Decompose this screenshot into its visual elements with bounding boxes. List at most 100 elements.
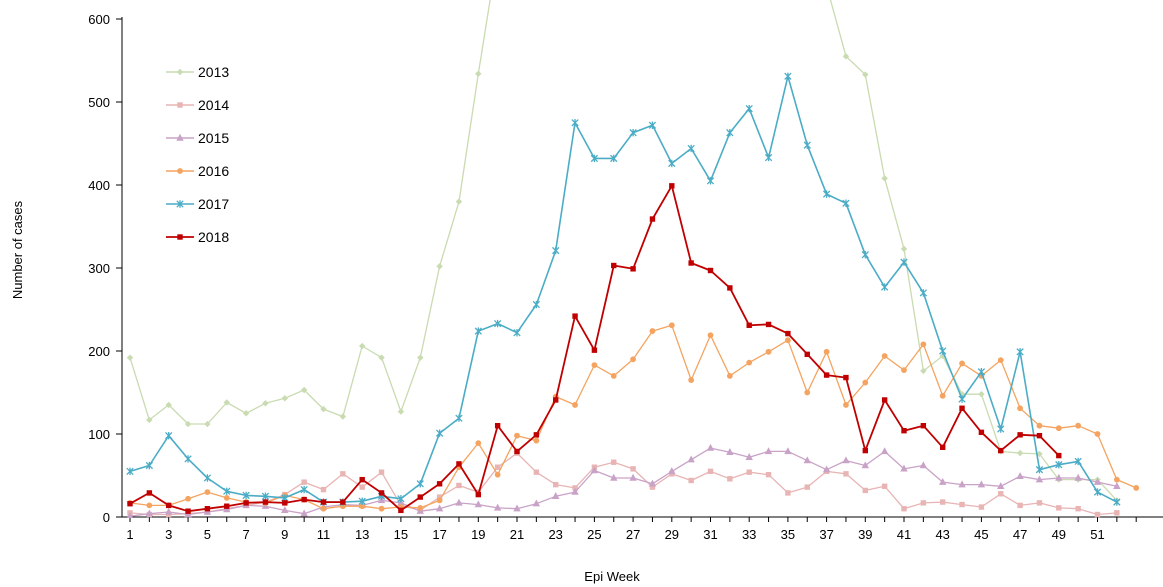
data-point-2013 <box>242 410 250 417</box>
data-point-2017 <box>1074 457 1082 466</box>
data-point-2018 <box>475 491 481 498</box>
data-point-2016 <box>1113 476 1120 483</box>
data-point-2017 <box>242 491 250 500</box>
legend-item-2015: 2015 <box>166 130 229 146</box>
data-point-2015 <box>880 447 889 455</box>
data-point-2017 <box>803 141 811 149</box>
x-tick-label: 13 <box>355 527 369 542</box>
data-point-2015 <box>687 455 695 463</box>
x-tick-label: 47 <box>1013 527 1027 542</box>
data-point-2014 <box>1094 511 1101 518</box>
x-tick-label: 19 <box>471 527 485 542</box>
data-point-2016 <box>804 389 811 396</box>
legend-item-2013: 2013 <box>166 64 229 80</box>
data-point-2017 <box>203 474 212 482</box>
data-point-2014 <box>553 481 559 488</box>
x-tick-label: 27 <box>626 527 640 542</box>
legend: 2013 2014 2015 2016 2017 2018 <box>166 64 229 245</box>
data-point-2015 <box>745 453 753 460</box>
data-point-2014 <box>1114 510 1120 516</box>
data-point-2018 <box>862 447 868 454</box>
data-point-2018 <box>533 432 540 438</box>
data-point-2013 <box>436 263 443 270</box>
data-point-2016 <box>533 437 540 444</box>
y-axis: 0 100 200 300 400 500 600 <box>88 12 123 525</box>
data-point-2014 <box>436 494 443 500</box>
data-point-2016 <box>901 367 907 373</box>
data-point-2017 <box>900 258 908 266</box>
data-point-2013 <box>146 416 153 424</box>
x-tick-label: 17 <box>432 527 446 542</box>
data-point-2017 <box>223 487 231 495</box>
data-point-2016 <box>436 497 443 504</box>
data-point-2016 <box>320 505 327 512</box>
y-tick-label: 600 <box>88 12 110 27</box>
data-point-2013 <box>900 245 908 253</box>
data-point-2014 <box>301 479 307 485</box>
data-point-2013 <box>184 420 192 428</box>
series-2015 <box>126 443 1121 518</box>
data-point-2017 <box>1113 498 1121 506</box>
x-tick-label: 51 <box>1090 527 1104 542</box>
data-point-2016 <box>494 471 501 478</box>
data-point-2018 <box>649 216 656 222</box>
data-point-2017 <box>880 283 889 291</box>
data-point-2015 <box>126 511 134 518</box>
x-tick-label: 25 <box>587 527 601 542</box>
data-point-2014 <box>378 469 385 475</box>
data-point-2016 <box>339 503 346 510</box>
data-point-2015 <box>706 443 715 451</box>
legend-label: 2016 <box>198 163 229 179</box>
data-point-2016 <box>726 373 733 379</box>
data-point-2018 <box>688 260 694 266</box>
data-point-2015 <box>629 473 637 481</box>
data-point-2014 <box>359 484 365 490</box>
data-point-2014 <box>804 484 810 490</box>
series-2014 <box>127 450 1120 518</box>
data-point-2018 <box>262 499 269 505</box>
data-point-2017 <box>474 327 482 335</box>
data-point-2013 <box>300 386 308 394</box>
data-point-2015 <box>435 504 444 512</box>
data-point-2018 <box>1036 432 1043 439</box>
y-tick-label: 100 <box>88 427 110 442</box>
data-point-2018 <box>1017 432 1023 438</box>
data-point-2013 <box>339 413 347 420</box>
data-point-2018 <box>378 490 385 496</box>
data-point-2013 <box>281 395 288 402</box>
x-tick-label: 43 <box>935 527 949 542</box>
data-point-2014 <box>881 483 888 489</box>
data-point-2017 <box>416 480 424 488</box>
data-point-2015 <box>610 473 618 481</box>
data-point-2013 <box>958 390 966 398</box>
data-point-2015 <box>1055 473 1063 481</box>
data-point-2017 <box>629 129 637 137</box>
data-point-2018 <box>417 494 423 500</box>
data-point-2017 <box>397 495 405 503</box>
x-tick-label: 21 <box>510 527 524 542</box>
x-tick-label: 33 <box>742 527 756 542</box>
data-point-2016 <box>881 353 888 359</box>
data-point-2017 <box>1016 348 1024 356</box>
data-point-2016 <box>997 357 1004 364</box>
data-point-2013 <box>862 71 869 78</box>
data-point-2017 <box>145 461 154 470</box>
data-point-2017 <box>455 414 463 422</box>
data-point-2015 <box>1074 473 1082 481</box>
data-point-2014 <box>959 501 965 508</box>
data-point-2016 <box>746 359 753 366</box>
data-point-2016 <box>1075 422 1082 429</box>
legend-label: 2014 <box>198 97 229 113</box>
data-point-2015 <box>145 509 154 517</box>
series-2016 <box>127 322 1140 512</box>
data-point-2015 <box>784 447 792 455</box>
data-point-2014 <box>1056 505 1062 511</box>
data-point-2017 <box>1035 465 1044 474</box>
data-point-2014 <box>533 469 540 475</box>
data-point-2017 <box>668 159 676 168</box>
data-point-2018 <box>959 405 965 411</box>
x-tick-label: 49 <box>1052 527 1066 542</box>
data-point-2013 <box>920 367 927 375</box>
data-point-2017 <box>958 395 966 403</box>
data-point-2014 <box>494 464 501 470</box>
